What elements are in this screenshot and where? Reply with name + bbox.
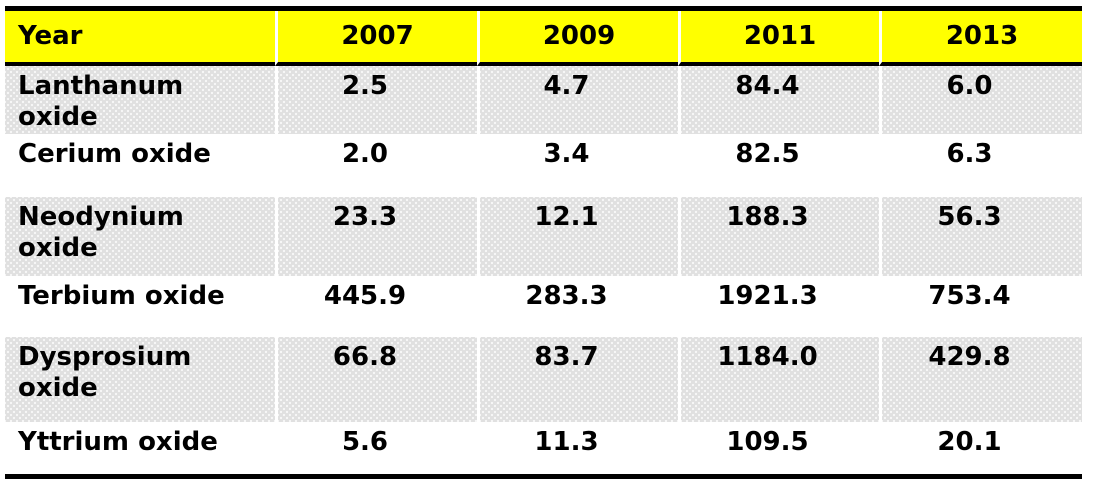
column-header-2007: 2007 <box>275 11 477 66</box>
value-cell: 429.8 <box>879 337 1082 422</box>
row-lanthanum-oxide: Lanthanum oxide 2.5 4.7 84.4 6.0 <box>5 66 1082 134</box>
table-body: Lanthanum oxide 2.5 4.7 84.4 6.0 Cerium … <box>5 66 1082 474</box>
row-yttrium-oxide: Yttrium oxide 5.6 11.3 109.5 20.1 <box>5 422 1082 474</box>
value-cell: 283.3 <box>477 276 678 337</box>
row-terbium-oxide: Terbium oxide 445.9 283.3 1921.3 753.4 <box>5 276 1082 337</box>
data-table: Year 2007 2009 2011 2013 Lanthanum oxide… <box>5 11 1082 474</box>
value-cell: 56.3 <box>879 197 1082 276</box>
column-header-2009: 2009 <box>477 11 678 66</box>
column-header-year: Year <box>5 11 275 66</box>
row-label: Dysprosium oxide <box>5 337 275 422</box>
value-cell: 6.0 <box>879 66 1082 134</box>
value-cell: 3.4 <box>477 134 678 197</box>
value-cell: 5.6 <box>275 422 477 474</box>
value-cell: 83.7 <box>477 337 678 422</box>
row-label: Neodynium oxide <box>5 197 275 276</box>
header-row: Year 2007 2009 2011 2013 <box>5 11 1082 66</box>
value-cell: 66.8 <box>275 337 477 422</box>
value-cell: 20.1 <box>879 422 1082 474</box>
column-header-2011: 2011 <box>678 11 879 66</box>
value-cell: 109.5 <box>678 422 879 474</box>
row-label: Cerium oxide <box>5 134 275 197</box>
value-cell: 445.9 <box>275 276 477 337</box>
rare-earth-oxide-price-table: Year 2007 2009 2011 2013 Lanthanum oxide… <box>5 6 1082 479</box>
value-cell: 23.3 <box>275 197 477 276</box>
value-cell: 188.3 <box>678 197 879 276</box>
row-label: Lanthanum oxide <box>5 66 275 134</box>
row-dysprosium-oxide: Dysprosium oxide 66.8 83.7 1184.0 429.8 <box>5 337 1082 422</box>
table-header: Year 2007 2009 2011 2013 <box>5 11 1082 66</box>
value-cell: 6.3 <box>879 134 1082 197</box>
row-neodynium-oxide: Neodynium oxide 23.3 12.1 188.3 56.3 <box>5 197 1082 276</box>
value-cell: 1921.3 <box>678 276 879 337</box>
row-cerium-oxide: Cerium oxide 2.0 3.4 82.5 6.3 <box>5 134 1082 197</box>
value-cell: 11.3 <box>477 422 678 474</box>
value-cell: 2.0 <box>275 134 477 197</box>
value-cell: 84.4 <box>678 66 879 134</box>
row-label: Yttrium oxide <box>5 422 275 474</box>
value-cell: 1184.0 <box>678 337 879 422</box>
value-cell: 4.7 <box>477 66 678 134</box>
value-cell: 82.5 <box>678 134 879 197</box>
value-cell: 2.5 <box>275 66 477 134</box>
value-cell: 12.1 <box>477 197 678 276</box>
row-label: Terbium oxide <box>5 276 275 337</box>
value-cell: 753.4 <box>879 276 1082 337</box>
column-header-2013: 2013 <box>879 11 1082 66</box>
